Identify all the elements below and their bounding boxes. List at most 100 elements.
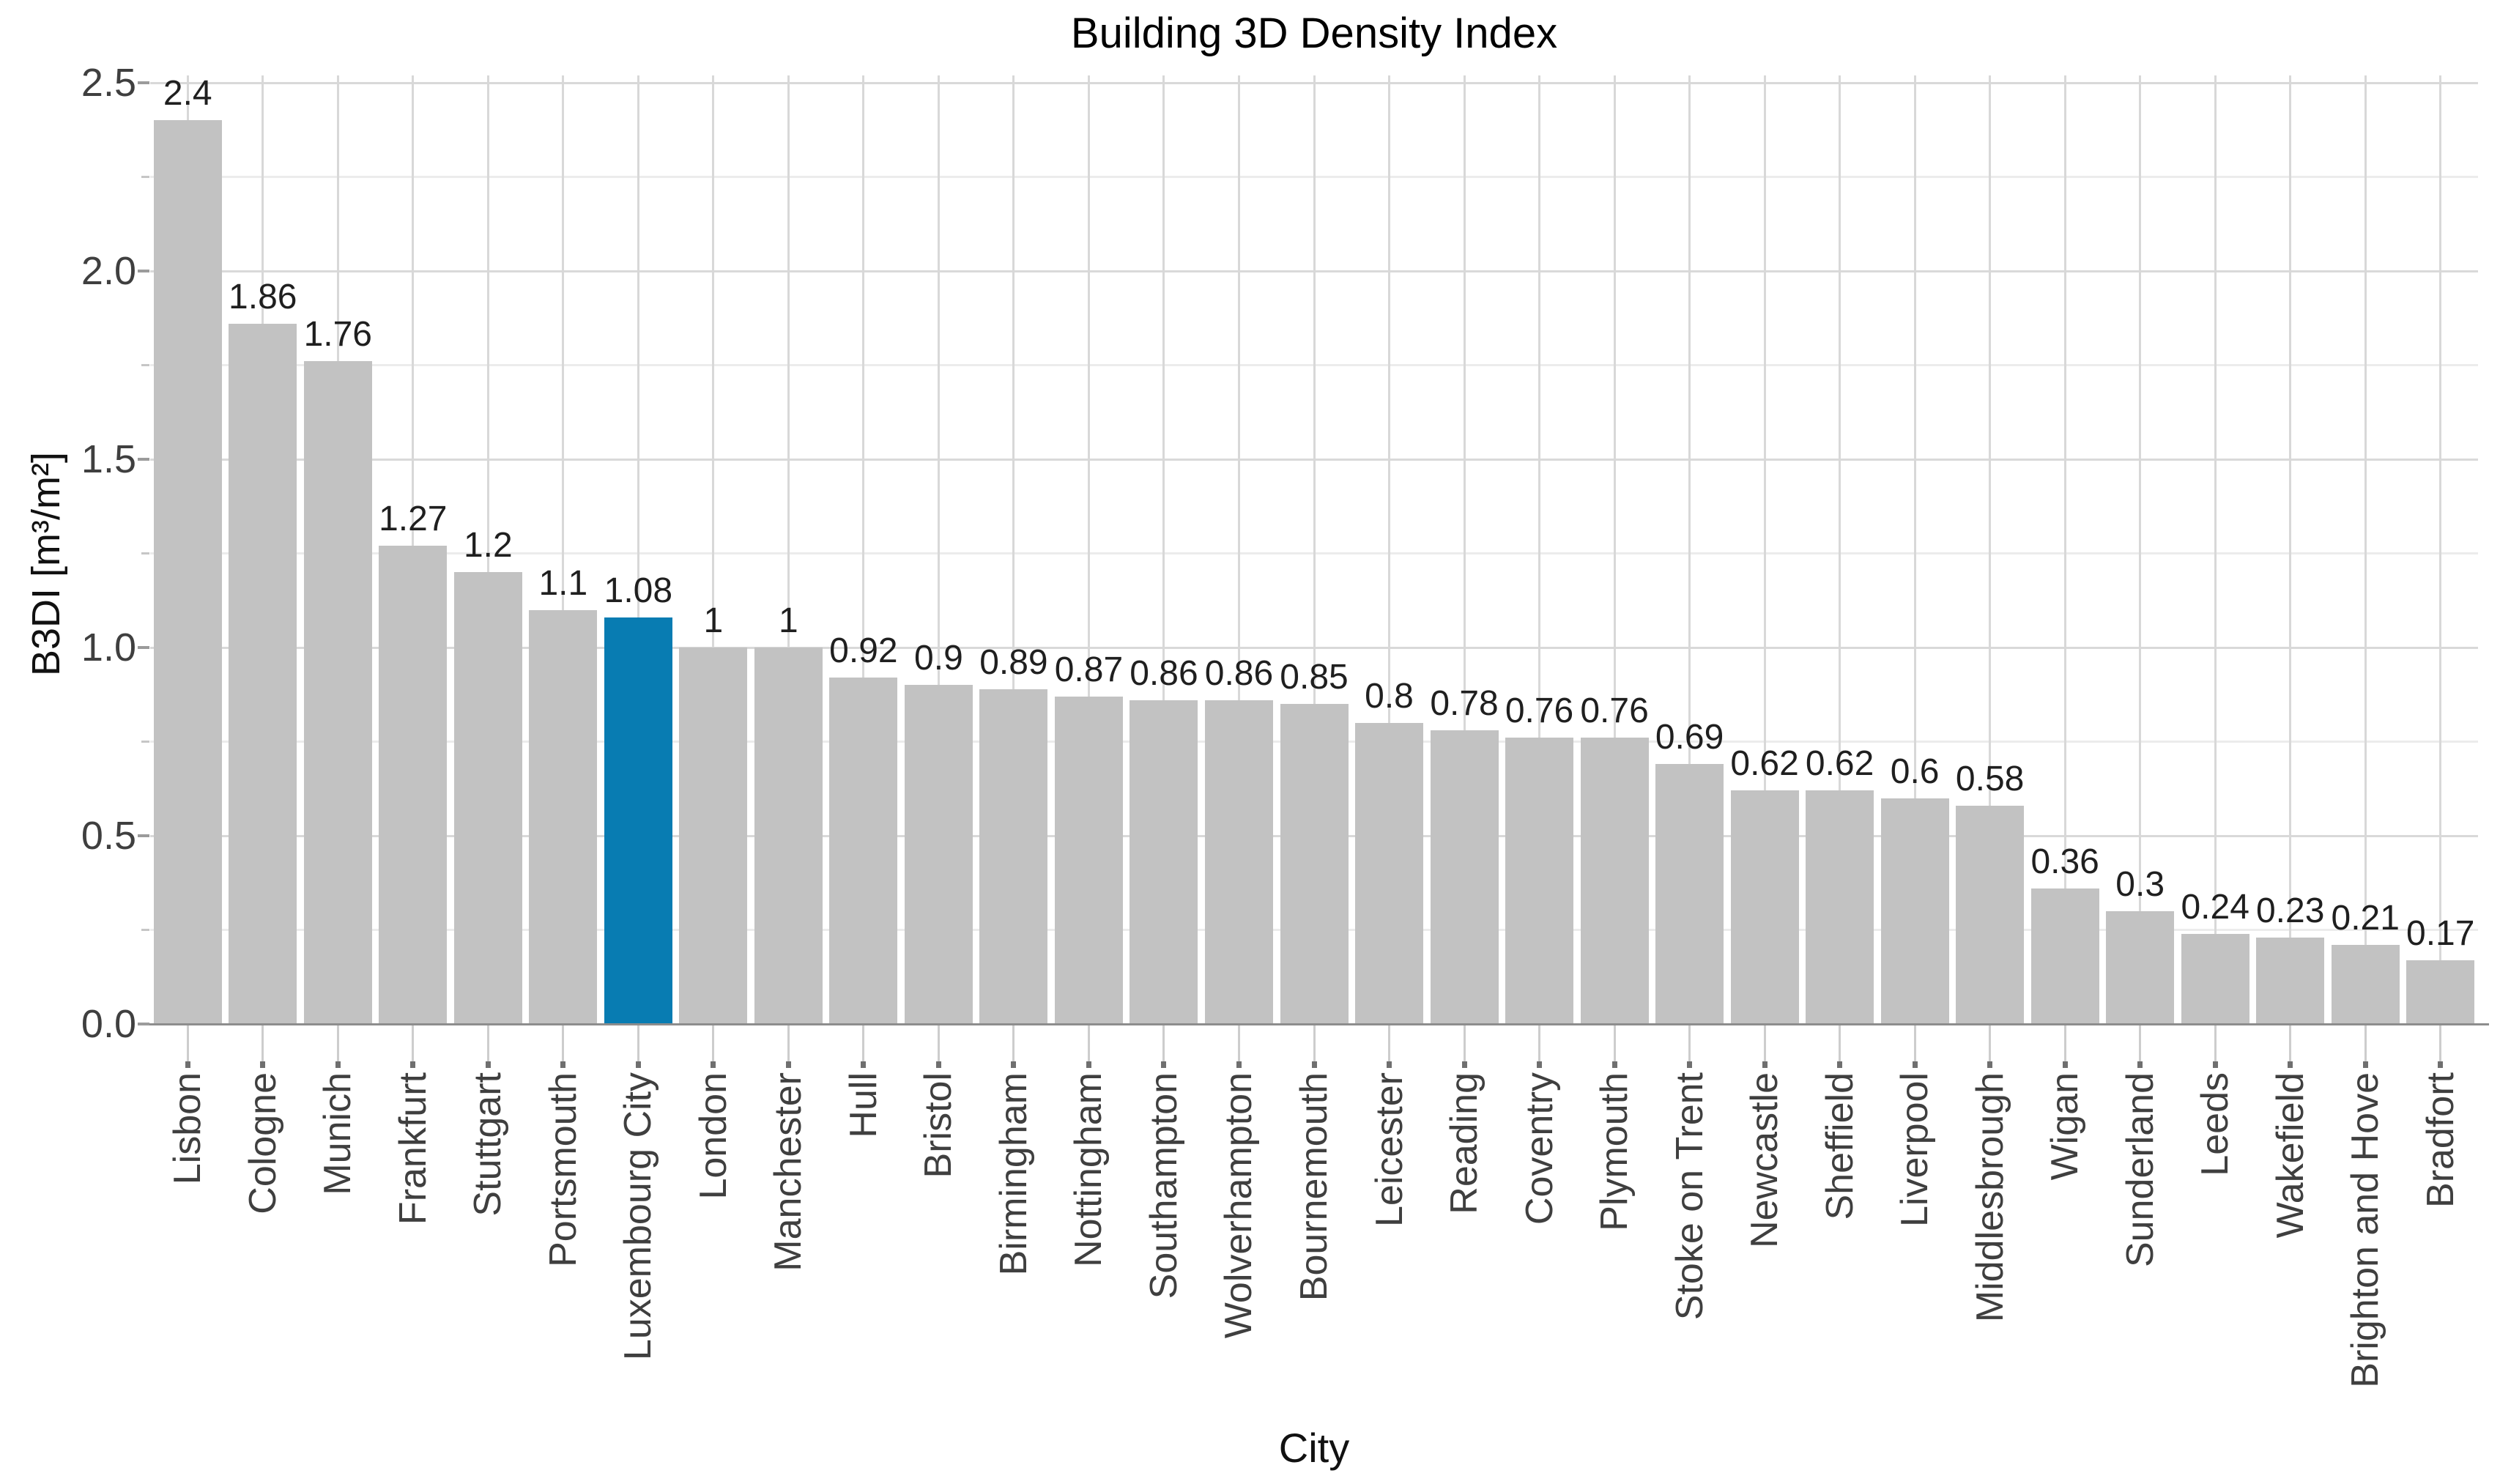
gridline-vertical (1538, 75, 1541, 1024)
y-axis-tick-major (138, 270, 149, 272)
bar (904, 685, 973, 1024)
gridline-vertical (1012, 75, 1015, 1024)
x-axis-tick (2139, 1025, 2142, 1061)
x-tick-label: Wigan (2044, 1072, 2087, 1181)
bar (1430, 730, 1499, 1024)
x-axis-tick (1989, 1025, 1992, 1061)
x-axis-tick (186, 1025, 189, 1061)
x-axis-tick (637, 1025, 639, 1061)
x-axis-tick-end (2212, 1061, 2218, 1068)
bar-value-label: 0.76 (1580, 691, 1649, 731)
x-axis-tick (562, 1025, 565, 1061)
x-axis-tick-end (1011, 1061, 1017, 1068)
x-tick-label: Munich (316, 1072, 360, 1195)
y-tick-label: 0.5 (81, 814, 136, 858)
y-axis-tick-minor (141, 552, 149, 554)
bar (1505, 738, 1574, 1024)
x-axis-tick (1763, 1025, 1766, 1061)
x-axis-tick-end (2288, 1061, 2293, 1068)
bar-value-label: 1.86 (229, 277, 297, 316)
x-axis-tick (1913, 1025, 1916, 1061)
x-tick-label: Cologne (241, 1072, 284, 1214)
x-tick-label: Liverpool (1893, 1072, 1937, 1228)
bar (1204, 700, 1273, 1024)
bar-value-label: 1 (703, 601, 724, 640)
bar (303, 361, 372, 1024)
bar (1956, 805, 2025, 1024)
gridline-vertical (2139, 75, 2142, 1024)
x-tick-label: Stuttgart (467, 1072, 510, 1217)
x-axis-tick-end (785, 1061, 791, 1068)
y-axis-tick-major (138, 81, 149, 84)
bar-value-label: 1.08 (604, 571, 673, 610)
x-axis-tick-end (560, 1061, 566, 1068)
x-tick-label: Hull (842, 1072, 885, 1138)
x-tick-label: Leeds (2194, 1072, 2237, 1176)
bar-value-label: 0.62 (1730, 744, 1799, 784)
x-tick-label: Lisbon (166, 1072, 209, 1185)
bar-value-label: 0.86 (1204, 653, 1274, 693)
x-tick-label: Sunderland (2118, 1072, 2162, 1267)
x-axis-tick (1012, 1025, 1015, 1061)
x-axis-tick (1087, 1025, 1090, 1061)
x-axis-tick (486, 1025, 489, 1061)
bar-value-label: 1.1 (538, 563, 588, 603)
bar-value-label: 0.8 (1365, 676, 1414, 716)
x-axis-line (145, 1023, 2489, 1025)
y-tick-label: 0.0 (81, 1002, 136, 1046)
y-axis-tick-minor (141, 364, 149, 366)
x-axis-tick (1839, 1025, 1841, 1061)
bar (1280, 704, 1349, 1024)
x-tick-label: Stoke on Trent (1668, 1072, 1711, 1321)
x-axis-tick-end (1236, 1061, 1242, 1068)
bar (1880, 798, 1949, 1024)
bar (2106, 910, 2175, 1024)
x-axis-tick (937, 1025, 940, 1061)
bar-value-label: 0.3 (2115, 864, 2165, 904)
x-tick-label: Bradfort (2419, 1072, 2462, 1208)
bar-value-label: 0.85 (1280, 658, 1349, 697)
bar (1355, 722, 1424, 1024)
bar (2331, 945, 2400, 1024)
gridline-vertical (486, 75, 489, 1024)
x-axis-tick (2214, 1025, 2217, 1061)
bar-value-label: 1 (779, 601, 798, 640)
x-axis-tick-end (2438, 1061, 2444, 1068)
x-axis-title: City (1278, 1425, 1350, 1471)
x-axis-tick (336, 1025, 339, 1061)
gridline-vertical (937, 75, 940, 1024)
gridline-vertical (1313, 75, 1316, 1024)
x-axis-tick (412, 1025, 415, 1061)
x-axis-tick-end (260, 1061, 266, 1068)
gridline-vertical (2364, 75, 2367, 1024)
bar-value-label: 0.78 (1430, 684, 1499, 724)
x-tick-label: Leicester (1368, 1072, 1411, 1227)
bar (1655, 764, 1724, 1024)
x-axis-tick (787, 1025, 790, 1061)
gridline-vertical (1763, 75, 1766, 1024)
gridline-vertical (862, 75, 865, 1024)
x-axis-tick-end (711, 1061, 716, 1068)
bar (453, 572, 522, 1024)
x-axis-tick-end (1837, 1061, 1843, 1068)
x-axis-tick (712, 1025, 715, 1061)
bar (1580, 738, 1649, 1024)
y-tick-label: 1.5 (81, 437, 136, 481)
gridline-vertical (562, 75, 565, 1024)
bar (1730, 790, 1799, 1024)
gridline-vertical (1087, 75, 1090, 1024)
bar (979, 689, 1048, 1024)
bar (2181, 933, 2249, 1024)
bar-value-label: 0.17 (2406, 913, 2475, 953)
y-tick-label: 2.0 (81, 249, 136, 293)
y-axis-tick-minor (141, 929, 149, 931)
bar (2030, 888, 2099, 1024)
bar (229, 323, 297, 1024)
x-axis-tick-end (1762, 1061, 1768, 1068)
bar (1806, 790, 1874, 1024)
bar-value-label: 0.89 (979, 642, 1048, 682)
x-axis-tick (1688, 1025, 1691, 1061)
y-axis-tick-major (138, 458, 149, 461)
x-tick-label: Manchester (767, 1072, 810, 1272)
x-axis-tick (1613, 1025, 1616, 1061)
